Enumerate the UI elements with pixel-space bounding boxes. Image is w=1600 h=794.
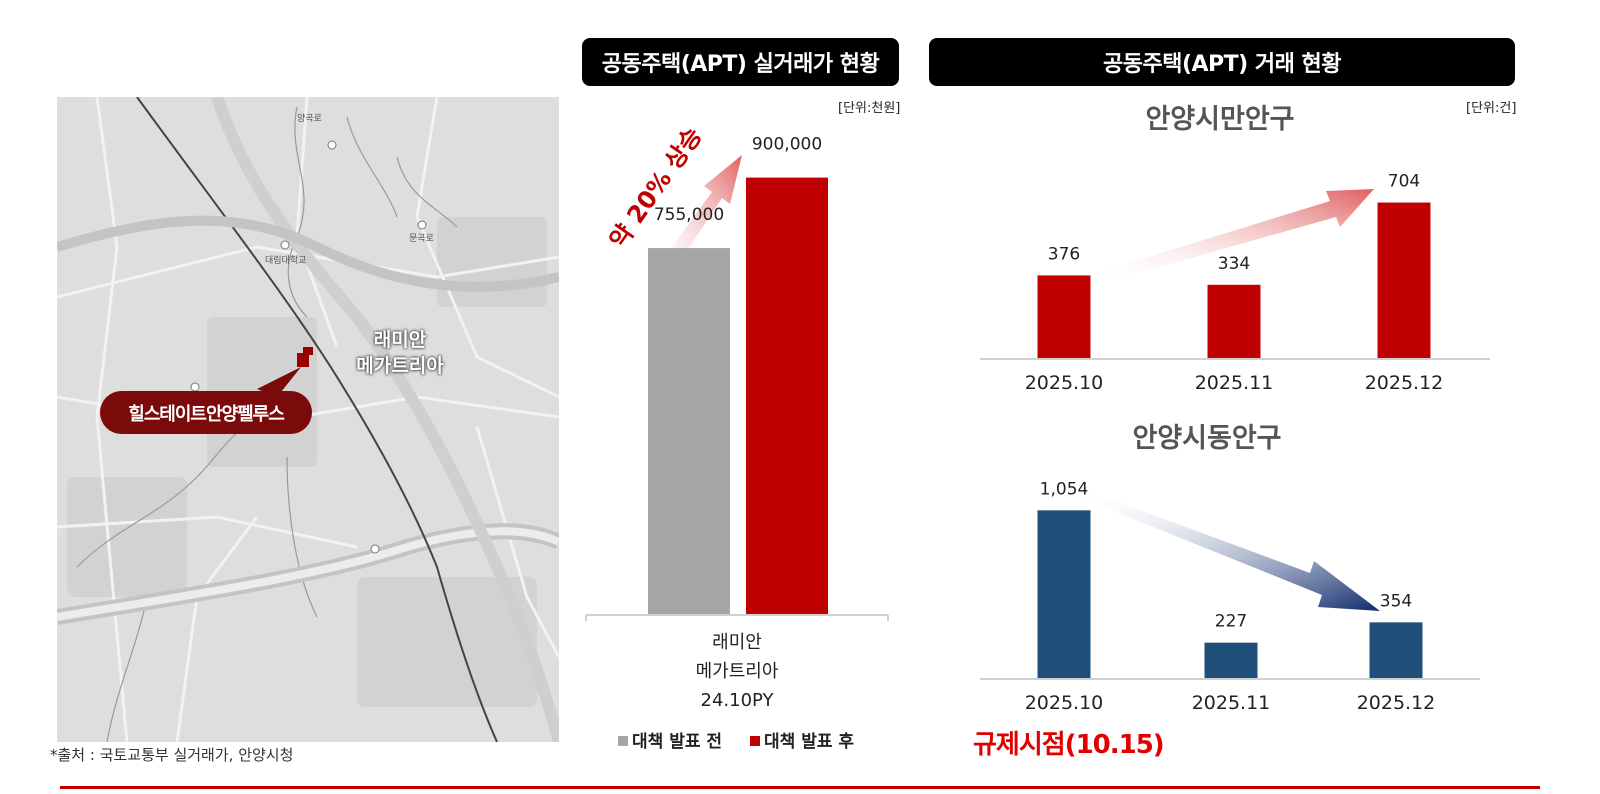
price-category-label: 메가트리아 [696, 661, 779, 682]
price-legend-label: 대책 발표 후 [764, 731, 854, 752]
price-bar-label: 755,000 [654, 205, 724, 225]
dongan-trend-arrow [1074, 487, 1380, 611]
footer-divider [60, 786, 1540, 789]
manan-bar-label: 376 [1048, 244, 1080, 264]
dongan-chart: 안양시동안구 1,054 2025.10 227 2025.11 354 2025.12 [980, 423, 1480, 714]
manan-title: 안양시만안구 [1145, 104, 1294, 135]
price-legend-swatch [618, 736, 628, 746]
dongan-bar [1369, 622, 1423, 679]
dongan-bar [1204, 642, 1258, 679]
price-category-label: 래미안 [712, 632, 762, 653]
manan-trend-arrow [1090, 189, 1374, 285]
price-category-label: 24.10PY [701, 690, 775, 711]
manan-bar [1377, 202, 1431, 359]
dongan-bar-label: 227 [1215, 612, 1247, 632]
map-subject-callout: 힐스테이트안양펠루스 [100, 391, 312, 434]
map-road-label: 문곡로 [409, 234, 434, 244]
regulation-note: 규제시점(10.15) [973, 730, 1165, 760]
manan-bar-label: 704 [1388, 172, 1420, 192]
manan-bar-label: 334 [1218, 254, 1250, 274]
map-panel: 양곡로 문곡로 대림대학교 래미안 메가트리아 힐스테이트안양펠루스 [57, 97, 559, 742]
manan-category-label: 2025.11 [1195, 372, 1274, 394]
manan-chart: 안양시만안구 376 2025.10 334 2025.11 704 2025.12 [980, 104, 1490, 394]
price-bar-label: 900,000 [752, 135, 822, 155]
trade-unit-label: [단위:건] [1466, 101, 1517, 116]
price-bar [746, 177, 828, 615]
dongan-bar [1037, 510, 1091, 679]
price-legend-label: 대책 발표 전 [632, 732, 722, 752]
trade-panel-header: 공동주택(APT) 거래 현황 [929, 38, 1515, 86]
dongan-bar-label: 354 [1380, 591, 1412, 611]
dongan-category-label: 2025.11 [1192, 692, 1271, 714]
price-bar [648, 248, 730, 615]
price-panel-header: 공동주택(APT) 실거래가 현황 [582, 38, 899, 86]
price-unit-label: [단위:천원] [838, 101, 901, 116]
manan-bar [1207, 284, 1261, 359]
source-note: *출처 : 국토교통부 실거래가, 안양시청 [50, 746, 294, 764]
manan-category-label: 2025.12 [1365, 372, 1444, 394]
dongan-category-label: 2025.12 [1357, 692, 1436, 714]
map-target-label: 래미안 메가트리아 [356, 329, 444, 377]
map-road-label: 대림대학교 [265, 256, 307, 266]
dongan-category-label: 2025.10 [1025, 692, 1104, 714]
price-chart: 약 20% 상승755,000900,000래미안메가트리아24.10PY대책 … [585, 122, 889, 752]
manan-category-label: 2025.10 [1025, 372, 1104, 394]
dongan-bar-label: 1,054 [1040, 479, 1089, 499]
map-road-label: 양곡로 [297, 114, 322, 124]
manan-bar [1037, 275, 1091, 359]
price-legend-swatch [750, 736, 760, 746]
dongan-title: 안양시동안구 [1132, 423, 1281, 454]
